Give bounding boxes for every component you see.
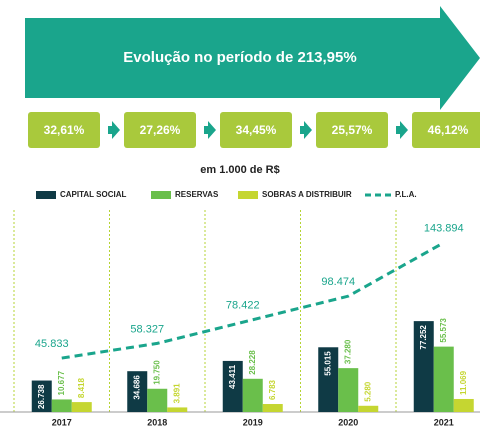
bar: [167, 407, 188, 412]
bar: [358, 405, 379, 412]
bar-label: 55.015: [323, 351, 332, 376]
bar-label: 37.280: [343, 339, 352, 364]
bar: [338, 368, 359, 412]
legend-label: CAPITAL SOCIAL: [60, 190, 126, 199]
legend-swatch: [238, 191, 258, 199]
growth-box: [28, 112, 100, 148]
bar: [147, 388, 168, 412]
bar-label: 55.573: [439, 318, 448, 343]
pla-line: [61, 241, 445, 360]
bar: [127, 371, 148, 412]
chart-title: Evolução no período de 213,95%: [123, 49, 356, 66]
growth-label: 46,12%: [428, 123, 469, 137]
pla-label: 78.422: [226, 300, 260, 312]
growth-arrow: [204, 121, 216, 139]
growth-arrow: [300, 121, 312, 139]
bar: [413, 321, 434, 412]
pla-label: 45.833: [35, 338, 69, 350]
growth-arrow: [108, 121, 120, 139]
bar-label: 26.738: [37, 384, 46, 409]
bar-label: 43.411: [228, 364, 237, 389]
bar-label: 19.750: [152, 360, 161, 385]
bar: [222, 360, 243, 412]
growth-label: 27,26%: [140, 123, 181, 137]
growth-box: [412, 112, 480, 148]
growth-arrow: [396, 121, 408, 139]
banner-arrow: [25, 6, 480, 110]
bar: [71, 402, 92, 412]
pla-label: 98.474: [321, 276, 355, 288]
growth-box: [316, 112, 388, 148]
bar-label: 11.069: [459, 370, 468, 395]
x-tick-label: 2019: [243, 417, 263, 427]
x-tick-label: 2020: [338, 417, 358, 427]
bar: [242, 378, 263, 412]
growth-box: [220, 112, 292, 148]
bar-label: 5.280: [363, 381, 372, 402]
x-tick-label: 2017: [52, 417, 72, 427]
growth-label: 32,61%: [44, 123, 85, 137]
bar: [51, 399, 72, 412]
legend-swatch: [36, 191, 56, 199]
legend-label: P.L.A.: [395, 190, 417, 199]
bar-label: 77.252: [419, 325, 428, 350]
pla-label: 143.894: [424, 223, 464, 235]
bar: [262, 404, 283, 412]
x-tick-label: 2021: [434, 417, 454, 427]
bar-label: 34.686: [132, 375, 141, 400]
pla-label: 58.327: [130, 323, 164, 335]
bar: [318, 347, 339, 412]
legend-swatch: [151, 191, 171, 199]
bar: [31, 380, 52, 412]
chart-subtitle: em 1.000 de R$: [200, 164, 280, 176]
bar-label: 6.783: [268, 379, 277, 400]
bar: [453, 398, 474, 412]
legend-label: RESERVAS: [175, 190, 219, 199]
growth-box: [124, 112, 196, 148]
growth-label: 25,57%: [332, 123, 373, 137]
bar-label: 3.891: [172, 383, 181, 404]
bar: [433, 346, 454, 412]
growth-label: 34,45%: [236, 123, 277, 137]
x-tick-label: 2018: [147, 417, 167, 427]
bar-label: 10.677: [57, 370, 66, 395]
bar-label: 8.418: [77, 378, 86, 399]
bar-label: 28.228: [248, 350, 257, 375]
legend-label: SOBRAS A DISTRIBUIR: [262, 190, 352, 199]
